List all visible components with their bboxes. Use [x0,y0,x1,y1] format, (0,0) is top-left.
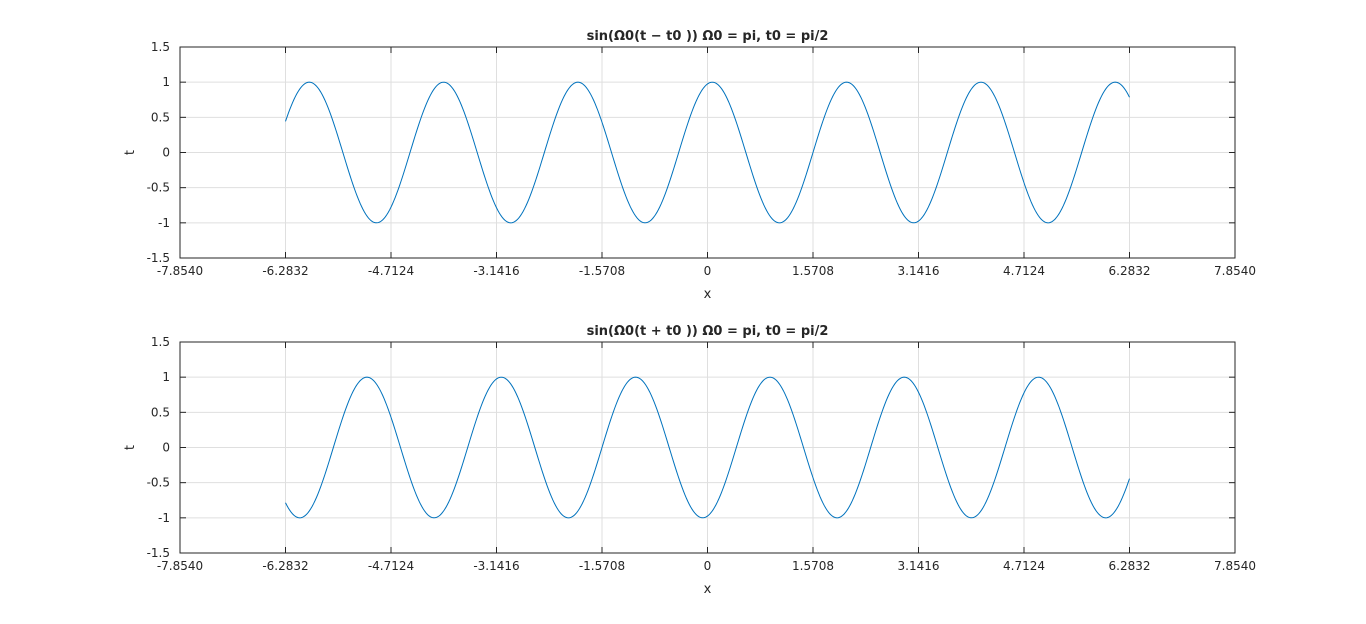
chart-title: sin(Ω0(t + t0 )) Ω0 = pi, t0 = pi/2 [587,324,829,339]
x-tick-label: 6.2832 [1109,264,1151,278]
x-axis-label: x [704,582,712,597]
y-tick-label: -1 [158,216,170,230]
x-tick-label: -6.2832 [262,559,308,573]
y-tick-label: -0.5 [147,476,170,490]
x-tick-label: 6.2832 [1109,559,1151,573]
y-tick-label: -1 [158,511,170,525]
y-tick-label: 1.5 [151,335,170,349]
x-tick-label: 3.1416 [898,559,940,573]
x-tick-label: -3.1416 [473,559,519,573]
x-tick-label: -6.2832 [262,264,308,278]
x-tick-label: -4.7124 [368,559,414,573]
y-tick-label: 1 [162,370,170,384]
series-line [285,376,1130,519]
x-tick-label: -1.5708 [579,264,625,278]
x-tick-label: 7.8540 [1214,264,1256,278]
x-tick-label: 4.7124 [1003,559,1045,573]
chart-title: sin(Ω0(t − t0 )) Ω0 = pi, t0 = pi/2 [587,29,829,44]
x-tick-label: -4.7124 [368,264,414,278]
y-tick-label: -0.5 [147,181,170,195]
x-tick-label: -1.5708 [579,559,625,573]
series-line [285,81,1130,224]
x-tick-label: 1.5708 [792,559,834,573]
y-tick-label: 0 [162,441,170,455]
x-tick-label: -3.1416 [473,264,519,278]
x-tick-label: -7.8540 [157,264,203,278]
y-tick-label: 0.5 [151,110,170,124]
y-tick-label: 0 [162,146,170,160]
y-tick-label: 1 [162,75,170,89]
y-tick-label: -1.5 [147,546,170,560]
x-tick-label: 1.5708 [792,264,834,278]
y-tick-label: 0.5 [151,405,170,419]
subplot-1: -7.8540 -6.2832 -4.7124 -3.1416 -1.5708 0 1.57… [123,29,1256,302]
y-axis-label: t [123,445,138,450]
x-axis-label: x [704,287,712,302]
x-tick-label: 7.8540 [1214,559,1256,573]
x-tick-label: 0 [704,559,712,573]
x-tick-label: 4.7124 [1003,264,1045,278]
y-axis-label: t [123,150,138,155]
y-tick-label: 1.5 [151,40,170,54]
x-tick-label: 3.1416 [898,264,940,278]
x-tick-label: -7.8540 [157,559,203,573]
y-tick-label: -1.5 [147,251,170,265]
subplot-2: -7.8540 -6.2832 -4.7124 -3.1416 -1.5708 0 1.57… [123,324,1256,597]
x-tick-label: 0 [704,264,712,278]
